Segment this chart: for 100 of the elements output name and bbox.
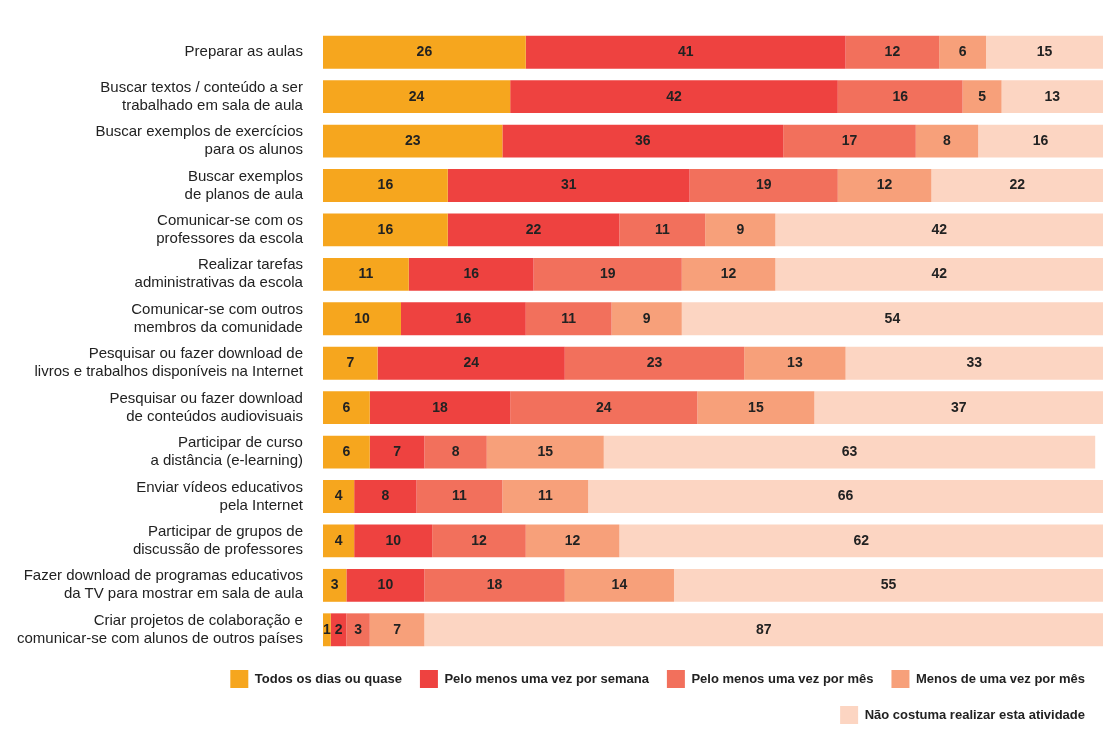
data-label: 11 [452,487,468,504]
bar [510,80,838,114]
bar [783,124,916,158]
bar [533,257,682,291]
y-tick-label: Pesquisar ou fazer download de conteúdos audiovisuais [109,388,303,424]
data-label: 16 [892,87,909,104]
legend-label: Menos de uma vez por mês [915,670,1086,686]
bar [588,480,1103,513]
bar [564,568,674,602]
bar [322,213,448,247]
data-label: 15 [537,442,554,459]
data-label: 12 [471,531,487,548]
bar [510,391,698,425]
bar [845,346,1103,380]
bar [619,524,1103,558]
bar [322,391,370,425]
legend-label: Não costuma realizar esta atividade [864,706,1085,722]
data-label: 16 [1032,131,1049,148]
data-label: 22 [1009,176,1026,193]
y-tick-label: Fazer download de programas educativos da TV para mostrar em sala de aula [23,566,304,602]
y-tick-label: Buscar textos / conteúdo a ser trabalhado em sala de aula [100,77,304,113]
data-label: 37 [950,398,967,415]
data-label: 9 [736,220,745,237]
y-tick-label: Pesquisar ou fazer download de livros e trabalhos disponíveis na Internet [34,344,304,380]
y-tick-label: Buscar exemplos de planos de aula [184,166,304,202]
bar [369,613,425,647]
data-label: 41 [677,43,694,60]
data-label: 10 [377,576,394,593]
data-label: 24 [595,398,612,415]
bar [564,346,745,380]
bar [447,213,620,247]
bar [697,391,815,425]
bar [369,391,511,425]
bar [322,568,347,602]
bar [322,35,526,69]
data-label: 36 [635,131,651,148]
data-label: 33 [966,354,983,371]
data-label: 22 [525,220,542,237]
data-label: 11 [561,309,577,326]
bar [837,169,932,202]
bar [1001,80,1103,114]
bar [775,213,1103,247]
bar [525,302,612,336]
data-label: 12 [564,531,581,548]
y-tick-label: Enviar vídeos educativos pela Internet [136,477,304,513]
data-label: 15 [748,398,764,415]
bar [611,302,682,336]
bar [837,80,963,114]
y-tick-label: Realizar tarefas administrativas da escola [134,255,304,291]
bar [369,435,425,469]
data-label: 16 [455,309,472,326]
bar [322,480,355,513]
bar [322,435,370,469]
data-label: 18 [486,576,503,593]
legend-label: Todos os dias ou quase [254,670,402,686]
bar [502,124,784,158]
data-label: 87 [755,620,772,637]
bar [322,346,378,380]
bar [424,613,1103,647]
data-label: 66 [837,487,854,504]
y-tick-label: Comunicar-se com os professores da escola [156,211,304,247]
data-label: 12 [720,265,737,282]
bar [814,391,1103,425]
bar [354,524,433,558]
data-label: 12 [876,176,893,193]
data-label: 24 [463,354,480,371]
bar [931,169,1103,202]
data-label: 10 [385,531,402,548]
bar [619,213,706,247]
bar [424,568,565,602]
bar [354,480,417,513]
y-tick-label: Criar projetos de colaboração e comunicar-se com alunos de outros países [16,610,303,646]
data-label: 11 [537,487,553,504]
data-label: 63 [841,442,858,459]
data-label: 3 [330,576,339,593]
data-label: 13 [1044,87,1061,104]
legend-label: Pelo menos uma vez por semana [444,670,650,686]
data-label: 6 [342,442,351,459]
data-label: 8 [943,131,952,148]
data-label: 12 [884,43,901,60]
data-label: 26 [416,43,433,60]
data-label: 42 [931,220,948,237]
data-label: 42 [666,87,682,104]
bar [400,302,526,336]
bar [447,169,690,202]
bar [681,257,776,291]
data-label: 18 [432,398,448,415]
data-label: 5 [978,87,987,104]
data-label: 24 [408,87,425,104]
data-label: 4 [334,487,343,504]
bar [915,124,979,158]
bar [322,257,409,291]
y-tick-label: Buscar exemplos de exercícios para os alunos [95,122,303,158]
y-tick-label: Participar de grupos de discussão de professores [132,522,303,558]
data-label: 23 [404,131,421,148]
data-label: 31 [560,176,577,193]
data-label: 54 [884,309,901,326]
bar [486,435,604,469]
bar [525,524,620,558]
data-label: 2 [334,620,343,637]
